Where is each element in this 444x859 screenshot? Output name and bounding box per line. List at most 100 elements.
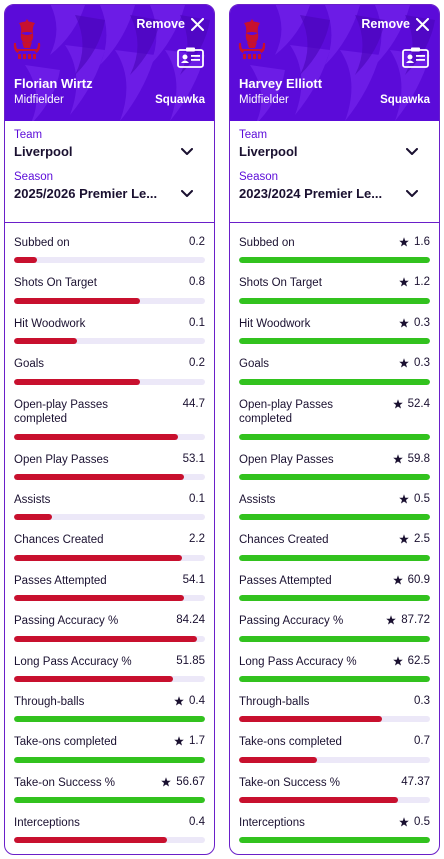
stat-row: Interceptions 0.4 [14,803,205,844]
remove-button[interactable]: Remove [361,17,429,31]
stat-row: Take-ons completed 1.7 [14,722,205,763]
stat-row: Shots On Target 0.8 [14,263,205,304]
stat-number: 52.4 [407,397,430,410]
stat-value: 44.7 [183,398,205,410]
star-icon [174,696,184,706]
remove-label: Remove [136,17,185,31]
star-icon [174,736,184,746]
stat-label: Passes Attempted [239,574,332,587]
stat-label: Open-play Passes completed [239,398,333,425]
stat-bar-track [239,378,430,385]
filters-section: Team Liverpool Season 2025/2026 Premier … [5,121,214,223]
stat-bar-fill [14,716,205,723]
player-name: Harvey Elliott [239,76,323,91]
chevron-down-icon[interactable] [181,189,193,198]
stat-bar-fill [239,378,430,385]
stat-value: 52.4 [392,397,430,410]
stat-label: Goals [239,358,270,371]
stat-bar-fill [14,595,184,602]
stat-value: 47.37 [401,776,430,788]
stat-label: Open Play Passes [239,453,334,466]
chevron-down-icon[interactable] [181,147,193,156]
stat-number: 62.5 [407,654,430,667]
stat-number: 1.6 [414,236,430,248]
stat-value: 0.2 [189,236,205,248]
stat-value: 2.2 [189,533,205,545]
stat-label: Assists [14,493,51,506]
stat-number: 84.24 [176,614,205,627]
stat-label: Passes Attempted [14,574,107,587]
remove-button[interactable]: Remove [136,17,204,31]
stat-number: 44.7 [182,397,205,410]
stat-bar-fill [239,595,430,602]
player-card-2: Remove Harvey Elliott Midfielder Squawka… [229,4,440,855]
stat-value: 87.72 [386,614,430,626]
star-icon [161,776,172,787]
season-select[interactable]: 2023/2024 Premier Le... [239,186,430,201]
card-header: Remove Harvey Elliott Midfielder Squawka [230,5,439,121]
star-icon [392,398,403,409]
stat-value: 0.1 [189,493,205,505]
team-select[interactable]: Liverpool [239,144,430,159]
player-id-card-icon[interactable] [177,47,204,68]
stat-bar-fill [14,433,179,440]
stat-row: Through-balls 0.4 [14,682,205,723]
star-icon [392,655,403,666]
stat-bar-fill [14,797,205,804]
stat-value: 1.6 [399,236,430,248]
stat-number: 0.2 [189,236,205,248]
stat-value: 60.9 [392,573,430,586]
stat-row: Goals 0.3 [239,344,430,385]
stat-bar-track [14,297,205,304]
stat-label: Take-on Success % [239,776,340,789]
stat-value: 84.24 [176,614,205,626]
stat-label: Subbed on [239,237,295,249]
liverpool-crest-icon [13,19,41,59]
stat-bar-fill [14,378,141,385]
stat-bar-track [14,797,205,804]
stat-bar-fill [239,433,430,440]
chevron-down-icon[interactable] [406,189,418,198]
stat-number: 59.8 [407,452,430,465]
stat-row: Hit Woodwork 0.1 [14,304,205,345]
stat-bar-track [239,257,430,264]
stat-bar-fill [14,675,173,682]
team-value: Liverpool [14,144,73,159]
stat-row: Long Pass Accuracy % 51.85 [14,642,205,682]
stat-value: 53.1 [183,453,205,465]
stat-bar-fill [239,338,430,345]
stat-bar-track [14,473,205,480]
stat-bar-track [14,756,205,763]
stat-number: 60.9 [407,573,430,586]
star-icon [399,817,409,827]
star-icon [392,453,403,464]
close-icon[interactable] [191,17,204,31]
stat-bar-fill [239,257,430,264]
team-select[interactable]: Liverpool [14,144,205,159]
player-id-card-icon[interactable] [402,47,429,68]
stat-row: Passing Accuracy % 87.72 [239,601,430,642]
stat-value: 0.4 [189,816,205,828]
star-icon [399,358,409,368]
stat-label: Hit Woodwork [239,317,311,330]
close-icon[interactable] [416,17,429,31]
stat-value: 51.85 [176,655,205,667]
player-name: Florian Wirtz [14,76,93,91]
stat-number: 87.72 [401,614,430,627]
stat-row: Subbed on 0.2 [14,223,205,264]
stat-bar-track [239,716,430,723]
stat-row: Open-play Passes completed 52.4 [239,385,430,440]
season-select[interactable]: 2025/2026 Premier Le... [14,186,205,201]
stat-number: 0.3 [414,357,430,370]
star-icon [399,277,409,287]
stat-label: Subbed on [14,237,70,249]
stats-list: Subbed on 0.2 Shots On Target 0.8 Hit Woodwo… [5,223,214,844]
stat-bar-track [14,433,205,440]
stat-label: Open Play Passes [14,453,109,466]
stat-row: Assists 0.1 [14,480,205,521]
stat-bar-track [14,635,205,642]
chevron-down-icon[interactable] [406,147,418,156]
stat-number: 47.37 [401,775,430,788]
stat-bar-fill [239,675,430,682]
stats-list: Subbed on 1.6 Shots On Target 1.2 Hit Woodwo… [230,223,439,844]
